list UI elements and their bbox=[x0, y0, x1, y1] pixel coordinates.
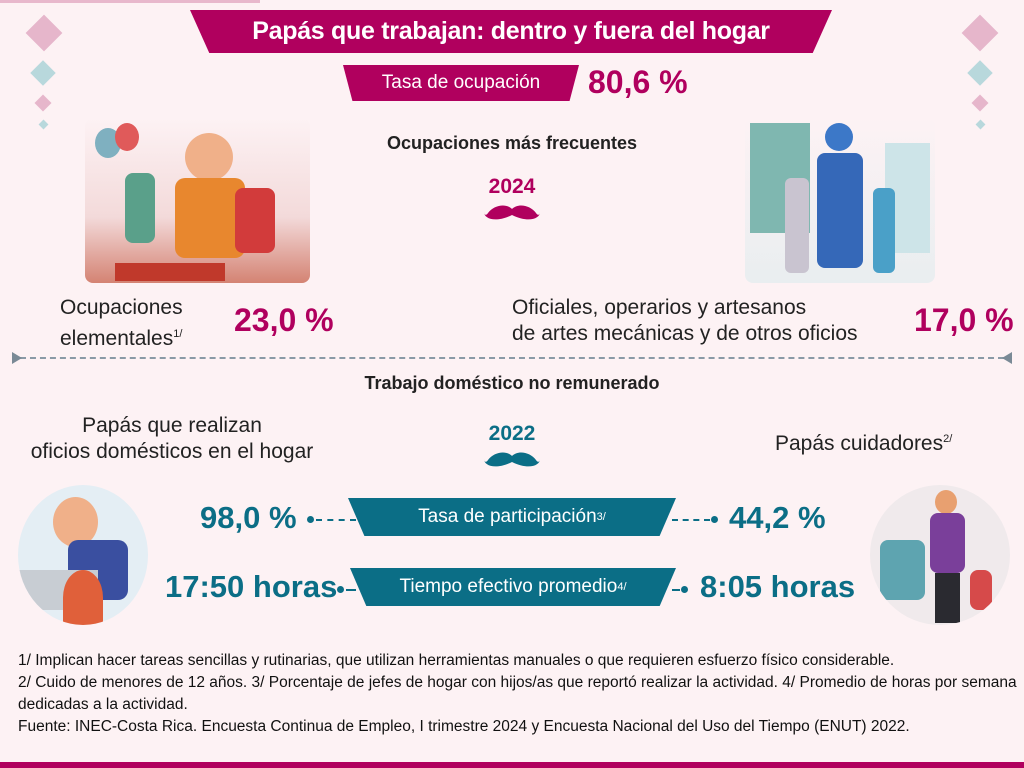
diamond-decoration bbox=[34, 94, 52, 112]
diamond-decoration bbox=[971, 94, 989, 112]
domestic-year: 2022 bbox=[488, 422, 536, 445]
footnote-ref: 3/ bbox=[596, 511, 606, 523]
participation-rate-label: Tasa de participación 3/ bbox=[348, 498, 676, 536]
label-line: de artes mecánicas y de otros oficios bbox=[512, 322, 858, 345]
connector-line bbox=[316, 519, 356, 521]
page-title: Papás que trabajan: dentro y fuera del h… bbox=[190, 10, 832, 53]
source-note: Fuente: INEC-Costa Rica. Encuesta Contin… bbox=[18, 718, 910, 735]
label-line: elementales bbox=[60, 327, 174, 350]
connector-line bbox=[672, 589, 680, 591]
footnote-ref: 2/ bbox=[943, 433, 953, 445]
caregivers-label: Papás cuidadores2/ bbox=[775, 426, 952, 457]
construction-worker-illustration bbox=[85, 118, 310, 283]
dishwashing-illustration bbox=[18, 485, 148, 625]
diamond-decoration bbox=[30, 60, 56, 86]
footnote: 1/ Implican hacer tareas sencillas y rut… bbox=[18, 652, 895, 669]
diamond-decoration bbox=[25, 14, 63, 52]
mechanic-illustration bbox=[745, 118, 935, 283]
label-line: Oficiales, operarios y artesanos bbox=[512, 296, 807, 319]
occupations-year: 2024 bbox=[488, 175, 536, 198]
footnotes: 1/ Implican hacer tareas sencillas y rut… bbox=[18, 650, 1018, 738]
connector-dot bbox=[337, 586, 344, 593]
time-left-value: 17:50 horas bbox=[165, 569, 338, 604]
label-line: Papás cuidadores bbox=[775, 432, 944, 455]
diamond-decoration bbox=[961, 14, 999, 52]
label-line: Ocupaciones bbox=[60, 296, 183, 319]
diamond-decoration bbox=[967, 60, 993, 86]
craft-workers-label: Oficiales, operarios y artesanos de artes… bbox=[512, 295, 858, 347]
elementary-occupations-value: 23,0 % bbox=[234, 302, 334, 338]
domestic-chores-label: Papás que realizan oficios domésticos en … bbox=[12, 413, 332, 465]
average-time-label: Tiempo efectivo promedio 4/ bbox=[350, 568, 676, 606]
section-divider bbox=[20, 357, 1004, 359]
bottom-accent-line bbox=[0, 762, 1024, 768]
employment-rate-label: Tasa de ocupación bbox=[343, 65, 579, 101]
arrow-right-icon bbox=[1002, 352, 1012, 364]
label-line: Papás que realizan bbox=[82, 414, 262, 437]
connector-line bbox=[672, 519, 710, 521]
top-accent-line bbox=[0, 0, 260, 3]
connector-line bbox=[346, 589, 356, 591]
participation-right-value: 44,2 % bbox=[729, 500, 826, 535]
diamond-decoration bbox=[38, 119, 49, 130]
label-text: Tasa de participación bbox=[418, 506, 597, 527]
label-text: Tiempo efectivo promedio bbox=[399, 576, 618, 597]
stroller-illustration bbox=[870, 485, 1010, 625]
craft-workers-value: 17,0 % bbox=[914, 302, 1014, 338]
connector-dot bbox=[307, 516, 314, 523]
elementary-occupations-label: Ocupaciones elementales1/ bbox=[60, 295, 183, 352]
employment-rate-value: 80,6 % bbox=[588, 64, 688, 100]
footnote: 2/ Cuido de menores de 12 años. 3/ Porce… bbox=[18, 674, 1017, 713]
footnote-ref: 1/ bbox=[173, 328, 183, 340]
mustache-icon bbox=[484, 205, 540, 220]
arrow-left-icon bbox=[12, 352, 22, 364]
connector-dot bbox=[711, 516, 718, 523]
footnote-ref: 4/ bbox=[617, 581, 627, 593]
domestic-heading: Trabajo doméstico no remunerado bbox=[364, 373, 660, 393]
mustache-icon bbox=[484, 452, 540, 467]
participation-left-value: 98,0 % bbox=[200, 500, 297, 535]
occupations-heading: Ocupaciones más frecuentes bbox=[386, 133, 638, 153]
connector-dot bbox=[681, 586, 688, 593]
time-right-value: 8:05 horas bbox=[700, 569, 856, 604]
label-line: oficios domésticos en el hogar bbox=[30, 440, 314, 463]
diamond-decoration bbox=[975, 119, 986, 130]
